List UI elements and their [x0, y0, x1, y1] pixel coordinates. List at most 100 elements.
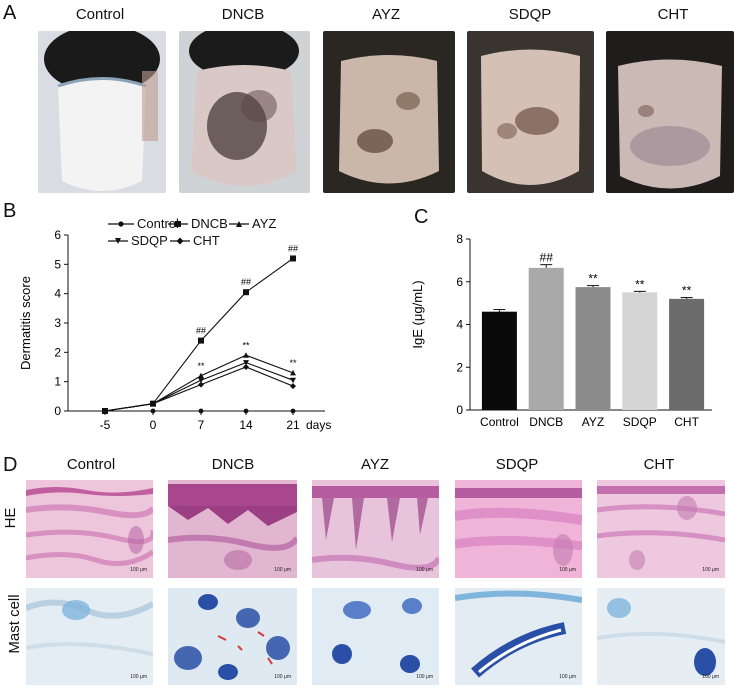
y-tick-label: 0: [54, 404, 61, 418]
x-tick-label: AYZ: [582, 415, 604, 429]
legend-label-cht: CHT: [193, 233, 220, 248]
row-label-mast-cell: Mast cell: [6, 594, 23, 654]
data-point-cht: [198, 381, 204, 388]
he-image-sdqp: 100 μm: [455, 480, 582, 578]
y-axis-title: IgE (μg/mL): [410, 280, 425, 348]
data-point-control: [150, 408, 156, 414]
x-tick-label: 21: [286, 418, 300, 432]
y-tick-label: 0: [456, 403, 463, 417]
he-image-cht: 100 μm: [597, 480, 725, 578]
legend-item-control: Control: [108, 216, 179, 231]
data-point-control: [243, 408, 249, 414]
data-point-cht: [243, 364, 249, 370]
mast-cell-image-dncb: 100 μm: [168, 588, 297, 685]
significance-label: **: [635, 277, 645, 291]
mast-cell-image-sdqp: 100 μm: [455, 588, 582, 685]
scale-label: 100 μm: [702, 567, 719, 573]
mouse-photo-dncb: [179, 31, 310, 193]
panel-b-letter: B: [3, 200, 17, 222]
mouse-photo-cht: [606, 31, 734, 193]
data-point-cht: [150, 400, 156, 407]
scale-label: 100 μm: [416, 567, 433, 573]
bar-sdqp: [622, 292, 658, 410]
dermatitis-line-chart: 0 1 2 3 4 5 6 -5 0 7 14 21 days Dermatitis score ## ## #…: [18, 228, 331, 432]
scale-label: 100 μm: [559, 674, 576, 680]
data-point-sdqp: [243, 360, 249, 366]
he-image-ayz: 100 μm: [312, 480, 439, 578]
he-image-control: 100 μm: [26, 480, 153, 578]
row-label-he: HE: [2, 507, 19, 529]
panel-d-label-sdqp: SDQP: [495, 456, 539, 473]
x-axis-title: days: [306, 418, 331, 432]
y-tick-label: 5: [54, 257, 61, 271]
scale-label: 100 μm: [130, 567, 147, 573]
mouse-photo-sdqp: [467, 31, 594, 193]
data-point-cht: [290, 383, 296, 390]
data-point-control: [290, 408, 296, 414]
scale-label: 100 μm: [130, 674, 147, 680]
legend-label-dncb: DNCB: [191, 216, 228, 231]
data-point-sdqp: [198, 377, 204, 384]
mast-cell-image-cht: 100 μm: [597, 588, 725, 685]
x-tick-label: SDQP: [623, 415, 657, 429]
legend-item-dncb: DNCB: [168, 216, 228, 231]
panel-d-label-cht: CHT: [643, 456, 675, 473]
panel-d-letter: D: [3, 454, 18, 476]
significance-label: ##: [540, 251, 554, 265]
legend-marker-ayz: [229, 220, 249, 227]
y-tick-label: 4: [54, 287, 61, 301]
x-tick-label: 7: [198, 418, 205, 432]
bar-ayz: [575, 287, 611, 410]
significance-label: **: [197, 361, 205, 371]
legend-item-ayz: AYZ: [229, 216, 276, 231]
data-point-cht: [102, 408, 108, 414]
scale-label: 100 μm: [559, 567, 576, 573]
data-point-ayz: [243, 352, 249, 358]
ige-bar-chart: 0 2 4 6 8 IgE (μg/mL) Control DNCB ## AYZ ** SDQP **…: [410, 232, 712, 429]
panel-a-letter: A: [3, 2, 17, 24]
scale-label: 100 μm: [274, 567, 291, 573]
bar-dncb: [528, 267, 564, 410]
x-tick-label: 0: [150, 418, 157, 432]
bar-cht: [669, 298, 705, 410]
mouse-photo-ayz: [323, 31, 455, 193]
data-point-dncb: [198, 337, 204, 344]
data-point-dncb: [290, 255, 296, 262]
scale-label: 100 μm: [274, 674, 291, 680]
scale-label: 100 μm: [702, 674, 719, 680]
x-tick-label: DNCB: [529, 415, 563, 429]
y-tick-label: 2: [54, 345, 61, 359]
data-point-sdqp: [290, 377, 296, 384]
panel-a-label-cht: CHT: [657, 6, 689, 23]
y-tick-label: 8: [456, 232, 463, 246]
y-tick-label: 1: [54, 375, 61, 389]
bar-control: [481, 311, 517, 410]
panel-a-label-sdqp: SDQP: [508, 6, 552, 23]
significance-label: **: [242, 340, 250, 350]
x-tick-label: CHT: [674, 415, 699, 429]
legend-marker-control: [108, 220, 134, 227]
legend-label-sdqp: SDQP: [131, 233, 168, 248]
data-point-ayz: [198, 372, 204, 379]
legend-marker-dncb: [168, 220, 188, 227]
significance-label: ##: [288, 243, 298, 253]
x-tick-label: -5: [100, 418, 111, 432]
y-tick-label: 6: [456, 275, 463, 289]
y-tick-label: 4: [456, 318, 463, 332]
y-tick-label: 6: [54, 228, 61, 242]
panel-d-label-control: Control: [66, 456, 116, 473]
significance-label: **: [289, 358, 297, 368]
legend-label-ayz: AYZ: [252, 216, 277, 231]
legend-label-control: Control: [137, 216, 179, 231]
significance-label: **: [588, 272, 598, 286]
scale-label: 100 μm: [416, 674, 433, 680]
data-point-dncb: [243, 289, 249, 296]
panel-a-label-ayz: AYZ: [371, 6, 401, 23]
panel-d-label-dncb: DNCB: [211, 456, 255, 473]
x-tick-label: 14: [239, 418, 253, 432]
y-tick-label: 2: [456, 360, 463, 374]
panel-a-label-control: Control: [75, 6, 125, 23]
series-line-cht: [104, 366, 294, 412]
panel-a-label-dncb: DNCB: [221, 6, 265, 23]
y-tick-label: 3: [54, 316, 61, 330]
